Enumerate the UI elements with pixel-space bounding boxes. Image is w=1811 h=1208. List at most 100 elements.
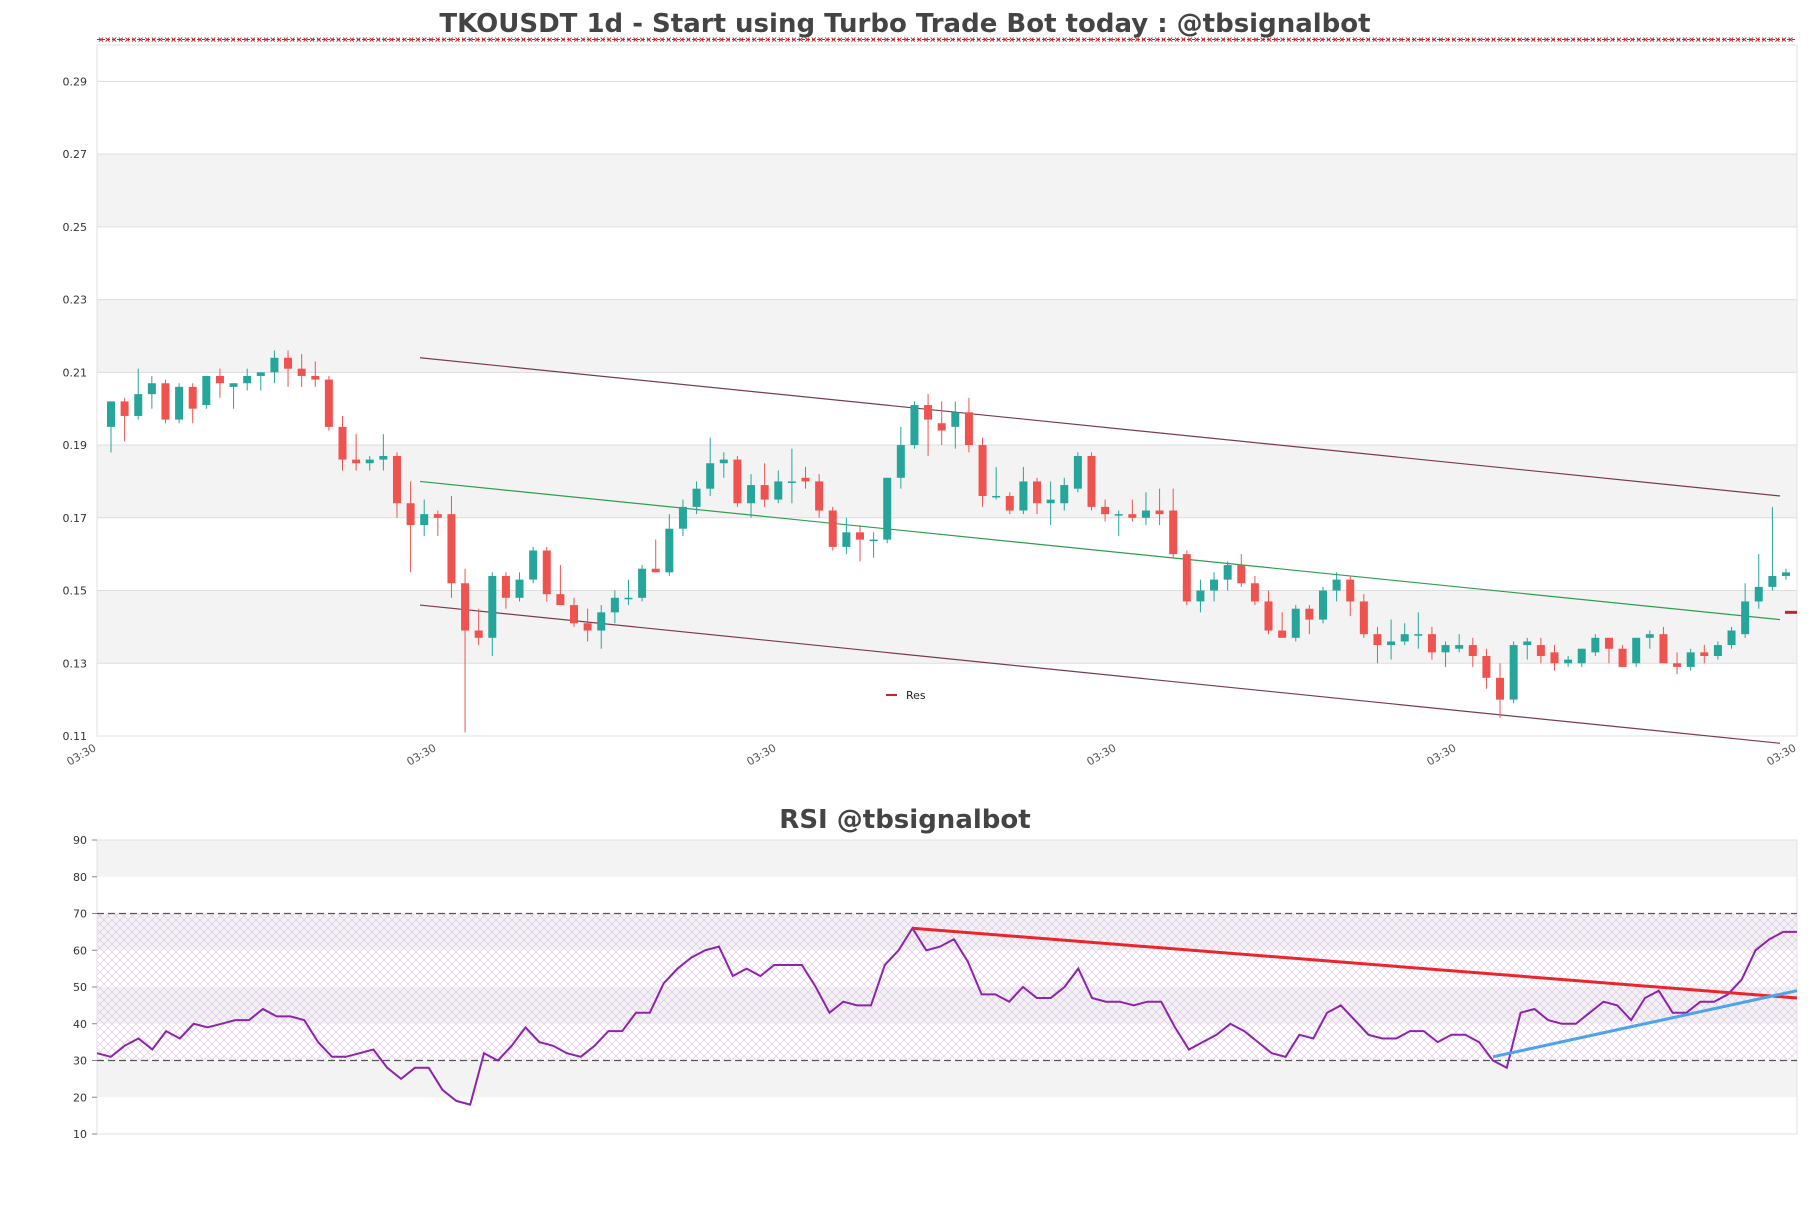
top-marker (144, 37, 150, 42)
top-marker (791, 37, 797, 42)
top-marker (125, 37, 130, 42)
channel-upper-line (419, 357, 1781, 497)
top-marker (527, 37, 533, 42)
candle-body (529, 550, 538, 580)
candle-body (583, 623, 592, 631)
candle-body (1686, 652, 1695, 667)
top-marker (1464, 37, 1470, 42)
top-marker (936, 37, 942, 42)
top-marker (917, 37, 922, 42)
top-marker (1722, 37, 1727, 42)
top-marker (969, 37, 975, 42)
top-marker (276, 37, 282, 42)
top-marker (1643, 37, 1648, 42)
candle-body (651, 568, 660, 573)
top-marker (105, 37, 110, 42)
top-marker (831, 37, 836, 42)
candle-body (1645, 634, 1654, 638)
legend-res-label: Res (906, 689, 926, 702)
top-marker (1095, 37, 1100, 42)
candle-body (1455, 645, 1464, 649)
top-marker (1062, 37, 1067, 42)
candle-body (1754, 586, 1763, 602)
top-marker (204, 37, 209, 42)
top-marker (943, 37, 949, 42)
top-marker (375, 37, 381, 42)
top-marker (573, 37, 579, 42)
top-marker (1563, 37, 1569, 42)
top-marker (224, 37, 229, 42)
top-marker (811, 37, 817, 42)
top-marker (1075, 37, 1081, 42)
candle-body (1128, 514, 1137, 518)
top-marker (1266, 37, 1272, 42)
top-marker (1656, 37, 1661, 42)
candle-body (556, 594, 565, 606)
top-marker (1689, 37, 1694, 42)
price-band (97, 154, 1797, 227)
rsi-level-lines (97, 912, 1797, 1062)
top-marker (672, 37, 678, 42)
top-marker (758, 37, 764, 42)
top-marker (422, 37, 427, 42)
candle-body (692, 488, 701, 507)
top-marker (217, 37, 223, 42)
candle-body (828, 510, 837, 547)
candle-body (1782, 572, 1790, 576)
top-marker (633, 37, 638, 42)
candle-body (1604, 637, 1613, 649)
top-marker (369, 37, 374, 42)
candle-body (420, 514, 429, 526)
top-marker (1134, 37, 1140, 42)
top-marker (197, 37, 203, 42)
top-marker (752, 37, 757, 42)
candle-body (311, 375, 320, 380)
top-marker (626, 37, 632, 42)
rsi-line (96, 926, 1797, 1106)
top-marker (1623, 37, 1628, 42)
top-marker (1438, 37, 1444, 42)
top-marker (785, 37, 790, 42)
top-marker (587, 37, 592, 42)
top-marker (1715, 37, 1721, 42)
candle-body (1727, 630, 1736, 646)
candle-body (1250, 583, 1259, 602)
top-marker (1570, 37, 1576, 42)
top-marker (1286, 37, 1292, 42)
top-marker (1735, 37, 1741, 42)
top-marker (1392, 37, 1397, 42)
top-marker (903, 37, 909, 42)
top-marker (1590, 37, 1595, 42)
candle-body (365, 459, 374, 464)
candle-body (733, 459, 742, 504)
top-marker (1088, 37, 1094, 42)
price-grid (97, 80, 1797, 737)
top-marker (349, 37, 355, 42)
top-marker (514, 37, 520, 42)
candle-body (1210, 579, 1219, 591)
top-marker (395, 37, 401, 42)
top-marker (738, 37, 744, 42)
candle-body (1632, 637, 1641, 664)
top-marker (1550, 37, 1556, 42)
candle-body (1141, 510, 1150, 518)
top-marker (1359, 37, 1364, 42)
candle-body (202, 375, 211, 406)
top-marker (732, 37, 737, 42)
price-y-tick-label: 0.15 (63, 585, 88, 598)
candle-body (978, 445, 987, 496)
top-marker (1207, 37, 1213, 42)
candle-body (774, 481, 783, 500)
candle-body (406, 503, 415, 526)
top-marker (679, 37, 685, 42)
candle-body (570, 605, 579, 624)
top-marker (329, 37, 335, 42)
top-marker (1181, 37, 1186, 42)
top-marker (158, 37, 163, 42)
top-marker (1511, 37, 1516, 42)
channel-mid-line (419, 480, 1781, 621)
top-marker (1425, 37, 1430, 42)
candle-body (706, 463, 715, 489)
rsi-y-tick-label: 60 (73, 944, 87, 957)
